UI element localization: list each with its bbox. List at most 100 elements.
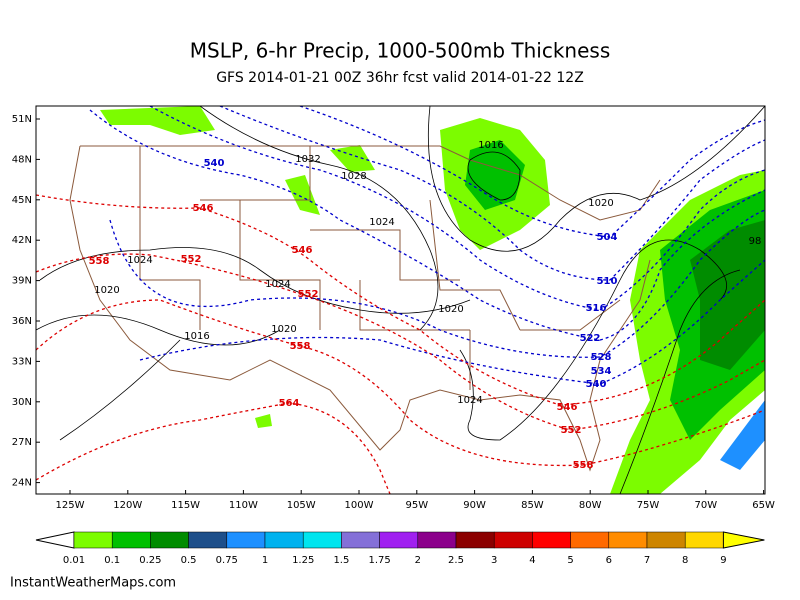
lon-label: 75W [637,500,660,511]
colorbar-end [722,531,765,549]
lat-label: 30N [12,397,32,408]
lat-label: 42N [12,235,32,246]
colorbar-box [455,531,495,549]
colorbar-label: 1.75 [368,555,390,566]
colorbar-label: 0.25 [139,555,161,566]
precip [100,106,765,494]
isobar-label: 1024 [127,255,152,266]
thickness-label: 558 [290,341,311,352]
lon-label: 85W [521,500,544,511]
footer: InstantWeatherMaps.com [10,576,176,591]
thickness-label: 564 [279,398,300,409]
thickness-label: 552 [561,425,582,436]
borders [69,145,661,472]
colorbar-box [264,531,304,549]
colorbar-label: 0.75 [216,555,238,566]
lat-label: 48N [12,154,32,165]
thickness-label: 522 [580,333,601,344]
thickness-label: 528 [591,352,612,363]
thickness-label: 546 [292,245,313,256]
thickness-label: 504 [597,232,618,243]
colorbar-label: 9 [720,555,726,566]
colorbar-box [532,531,571,549]
thickness-label: 510 [597,276,618,287]
isobar-label: 1016 [184,331,209,342]
colorbar-box [608,531,648,549]
lat-label: 24N [12,478,32,489]
lat-label: 45N [12,195,32,206]
colorbar-box [302,531,342,549]
subtitle: GFS 2014-01-21 00Z 36hr fcst valid 2014-… [216,70,584,86]
lon-label: 120W [113,500,142,511]
isobar-label: 1020 [438,304,463,315]
isobar-label: 1024 [369,217,394,228]
thickness-warm [36,194,765,494]
map-area [35,105,766,495]
isobar-label: 1032 [295,154,320,165]
colorbar-box [341,531,380,549]
isobar-label: 1020 [271,324,296,335]
colorbar-box [684,531,724,549]
thickness-label: 552 [181,254,202,265]
lon-label: 65W [752,500,775,511]
colorbar-label: 0.01 [63,555,85,566]
map-frame [35,105,766,495]
colorbar-box [570,531,610,549]
colorbar-label: 5 [567,555,573,566]
lon-label: 70W [694,500,717,511]
thickness-label: 540 [586,379,607,390]
lon-label: 80W [579,500,602,511]
lon-label: 90W [463,500,486,511]
colorbar-label: 4 [529,555,535,566]
title: MSLP, 6-hr Precip, 1000-500mb Thickness [190,39,611,63]
colorbar-label: 1 [262,555,268,566]
colorbar-box [417,531,457,549]
colorbar-end [35,531,75,549]
colorbar-box [188,531,228,549]
colorbar-label: 6 [606,555,612,566]
lat-label: 39N [12,276,32,287]
isobar-label: 1024 [457,395,482,406]
colorbar-label: 1.5 [333,555,349,566]
colorbar-box [379,531,419,549]
thickness-label: 558 [89,256,110,267]
colorbar-box [226,531,266,549]
thickness-label: 558 [573,460,594,471]
lat-label: 33N [12,356,32,367]
thickness-label: 546 [193,203,214,214]
colorbar-box [493,531,533,549]
lon-label: 125W [56,500,85,511]
colorbar-box [150,531,189,549]
lat-label: 27N [12,437,32,448]
isobar-label: 1024 [265,279,290,290]
isobar-label: 1028 [341,171,366,182]
lat-label: 51N [12,114,32,125]
isobar-label: 1016 [478,140,503,151]
lon-label: 95W [405,500,428,511]
lat-label: 36N [12,316,32,327]
thickness-label: 540 [204,158,225,169]
colorbar-label: 0.5 [181,555,197,566]
lon-label: 110W [229,500,258,511]
colorbar-box [646,531,686,549]
colorbar-box [73,531,113,549]
thickness-label: 546 [557,402,578,413]
isobars [36,106,765,494]
colorbar-label: 7 [644,555,650,566]
isobar-label: 1020 [588,198,613,209]
thickness-label: 534 [591,366,612,377]
isobar-label: 98 [749,236,762,247]
colorbar-label: 2.5 [448,555,464,566]
lon-label: 100W [345,500,374,511]
colorbar-label: 8 [682,555,688,566]
colorbar-label: 2 [415,555,421,566]
colorbar-label: 3 [491,555,497,566]
isobar-label: 1020 [94,285,119,296]
lon-label: 105W [287,500,316,511]
thickness-cold [89,106,765,385]
colorbar-label: 1.25 [292,555,314,566]
thickness-label: 516 [586,303,607,314]
colorbar-box [111,531,151,549]
